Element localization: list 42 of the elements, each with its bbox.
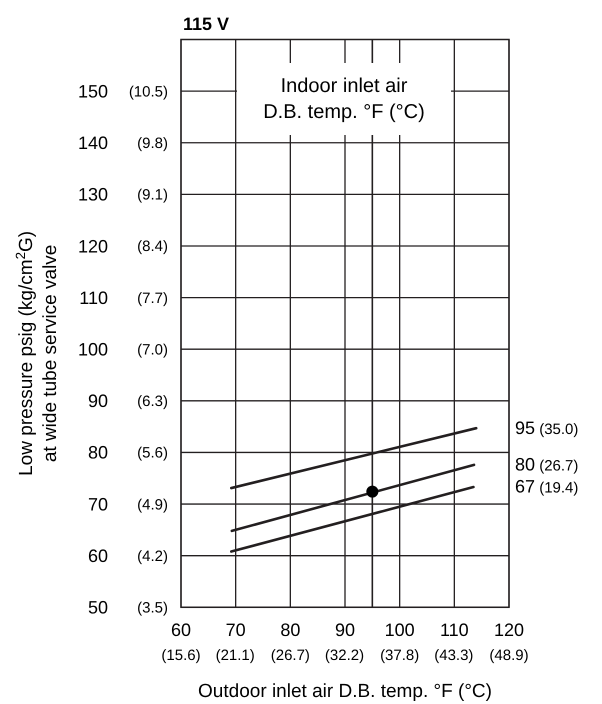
- y-tick-label: 80: [88, 442, 108, 463]
- y2-tick-label: (9.1): [137, 186, 168, 204]
- text: 95 (35.0): [515, 418, 578, 438]
- x-tick-label: 60: [170, 620, 192, 640]
- text: 80 (26.7): [515, 454, 578, 474]
- x2-tick-label: (37.8): [380, 647, 420, 664]
- y2-tick-label: (8.4): [137, 238, 168, 256]
- y2-tick-label: (4.9): [137, 496, 168, 514]
- x2-tick-label: (21.1): [216, 647, 255, 664]
- x-tick-label: 100: [384, 620, 415, 640]
- x2-tick-label: (48.9): [489, 647, 529, 664]
- y-tick-label: 110: [79, 288, 108, 308]
- x-axis-title: Outdoor inlet air D.B. temp. °F (°C): [198, 681, 492, 702]
- y2-tick-label: (7.7): [137, 290, 168, 307]
- x-tick-label: 110: [440, 620, 469, 640]
- y2-tick-label: (9.8): [137, 134, 168, 152]
- legend-title: Indoor inlet air D.B. temp. °F (°C): [263, 75, 425, 123]
- x-tick-label: 120: [494, 620, 524, 640]
- x-tick-label: 70: [226, 620, 246, 640]
- y2-tick-label: (7.0): [137, 341, 168, 358]
- y2-tick-label: (4.2): [137, 548, 168, 565]
- x2-tick-label: (32.2): [324, 647, 364, 664]
- text: 67 (19.4): [515, 476, 578, 497]
- x-tick-label: 80: [280, 620, 300, 640]
- y2-tick-label: (10.5): [128, 83, 168, 100]
- y-tick-label: 60: [88, 546, 108, 566]
- y-tick-label: 50: [88, 598, 108, 618]
- chart-title: 115 V: [183, 14, 230, 34]
- y-tick-label: 90: [88, 391, 108, 412]
- x2-tick-label: (26.7): [270, 647, 310, 664]
- y-tick-label: 70: [88, 494, 108, 514]
- y-tick-label: 100: [78, 340, 108, 360]
- x2-tick-label: (15.6): [161, 647, 201, 664]
- y2-tick-label: (6.3): [137, 393, 168, 410]
- y2-tick-label: (3.5): [137, 600, 168, 617]
- y-tick-label: 130: [78, 184, 108, 205]
- x-tick-label: 90: [334, 620, 356, 640]
- y-tick-label: 120: [78, 236, 108, 256]
- y-tick-label: 140: [78, 133, 108, 154]
- y2-tick-label: (5.6): [137, 444, 168, 462]
- y-tick-label: 150: [78, 81, 108, 102]
- x2-tick-label: (43.3): [434, 647, 474, 664]
